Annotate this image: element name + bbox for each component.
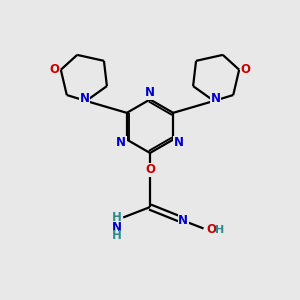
Text: H: H — [112, 211, 122, 224]
Text: H: H — [215, 225, 224, 235]
Text: O: O — [206, 224, 216, 236]
Text: N: N — [178, 214, 188, 227]
Text: N: N — [145, 86, 155, 99]
Text: O: O — [49, 63, 59, 76]
Text: N: N — [116, 136, 126, 149]
Text: N: N — [174, 136, 184, 149]
Text: N: N — [112, 221, 122, 234]
Text: O: O — [241, 63, 251, 76]
Text: N: N — [210, 92, 220, 105]
Text: H: H — [112, 229, 122, 242]
Text: O: O — [145, 164, 155, 176]
Text: N: N — [80, 92, 90, 105]
